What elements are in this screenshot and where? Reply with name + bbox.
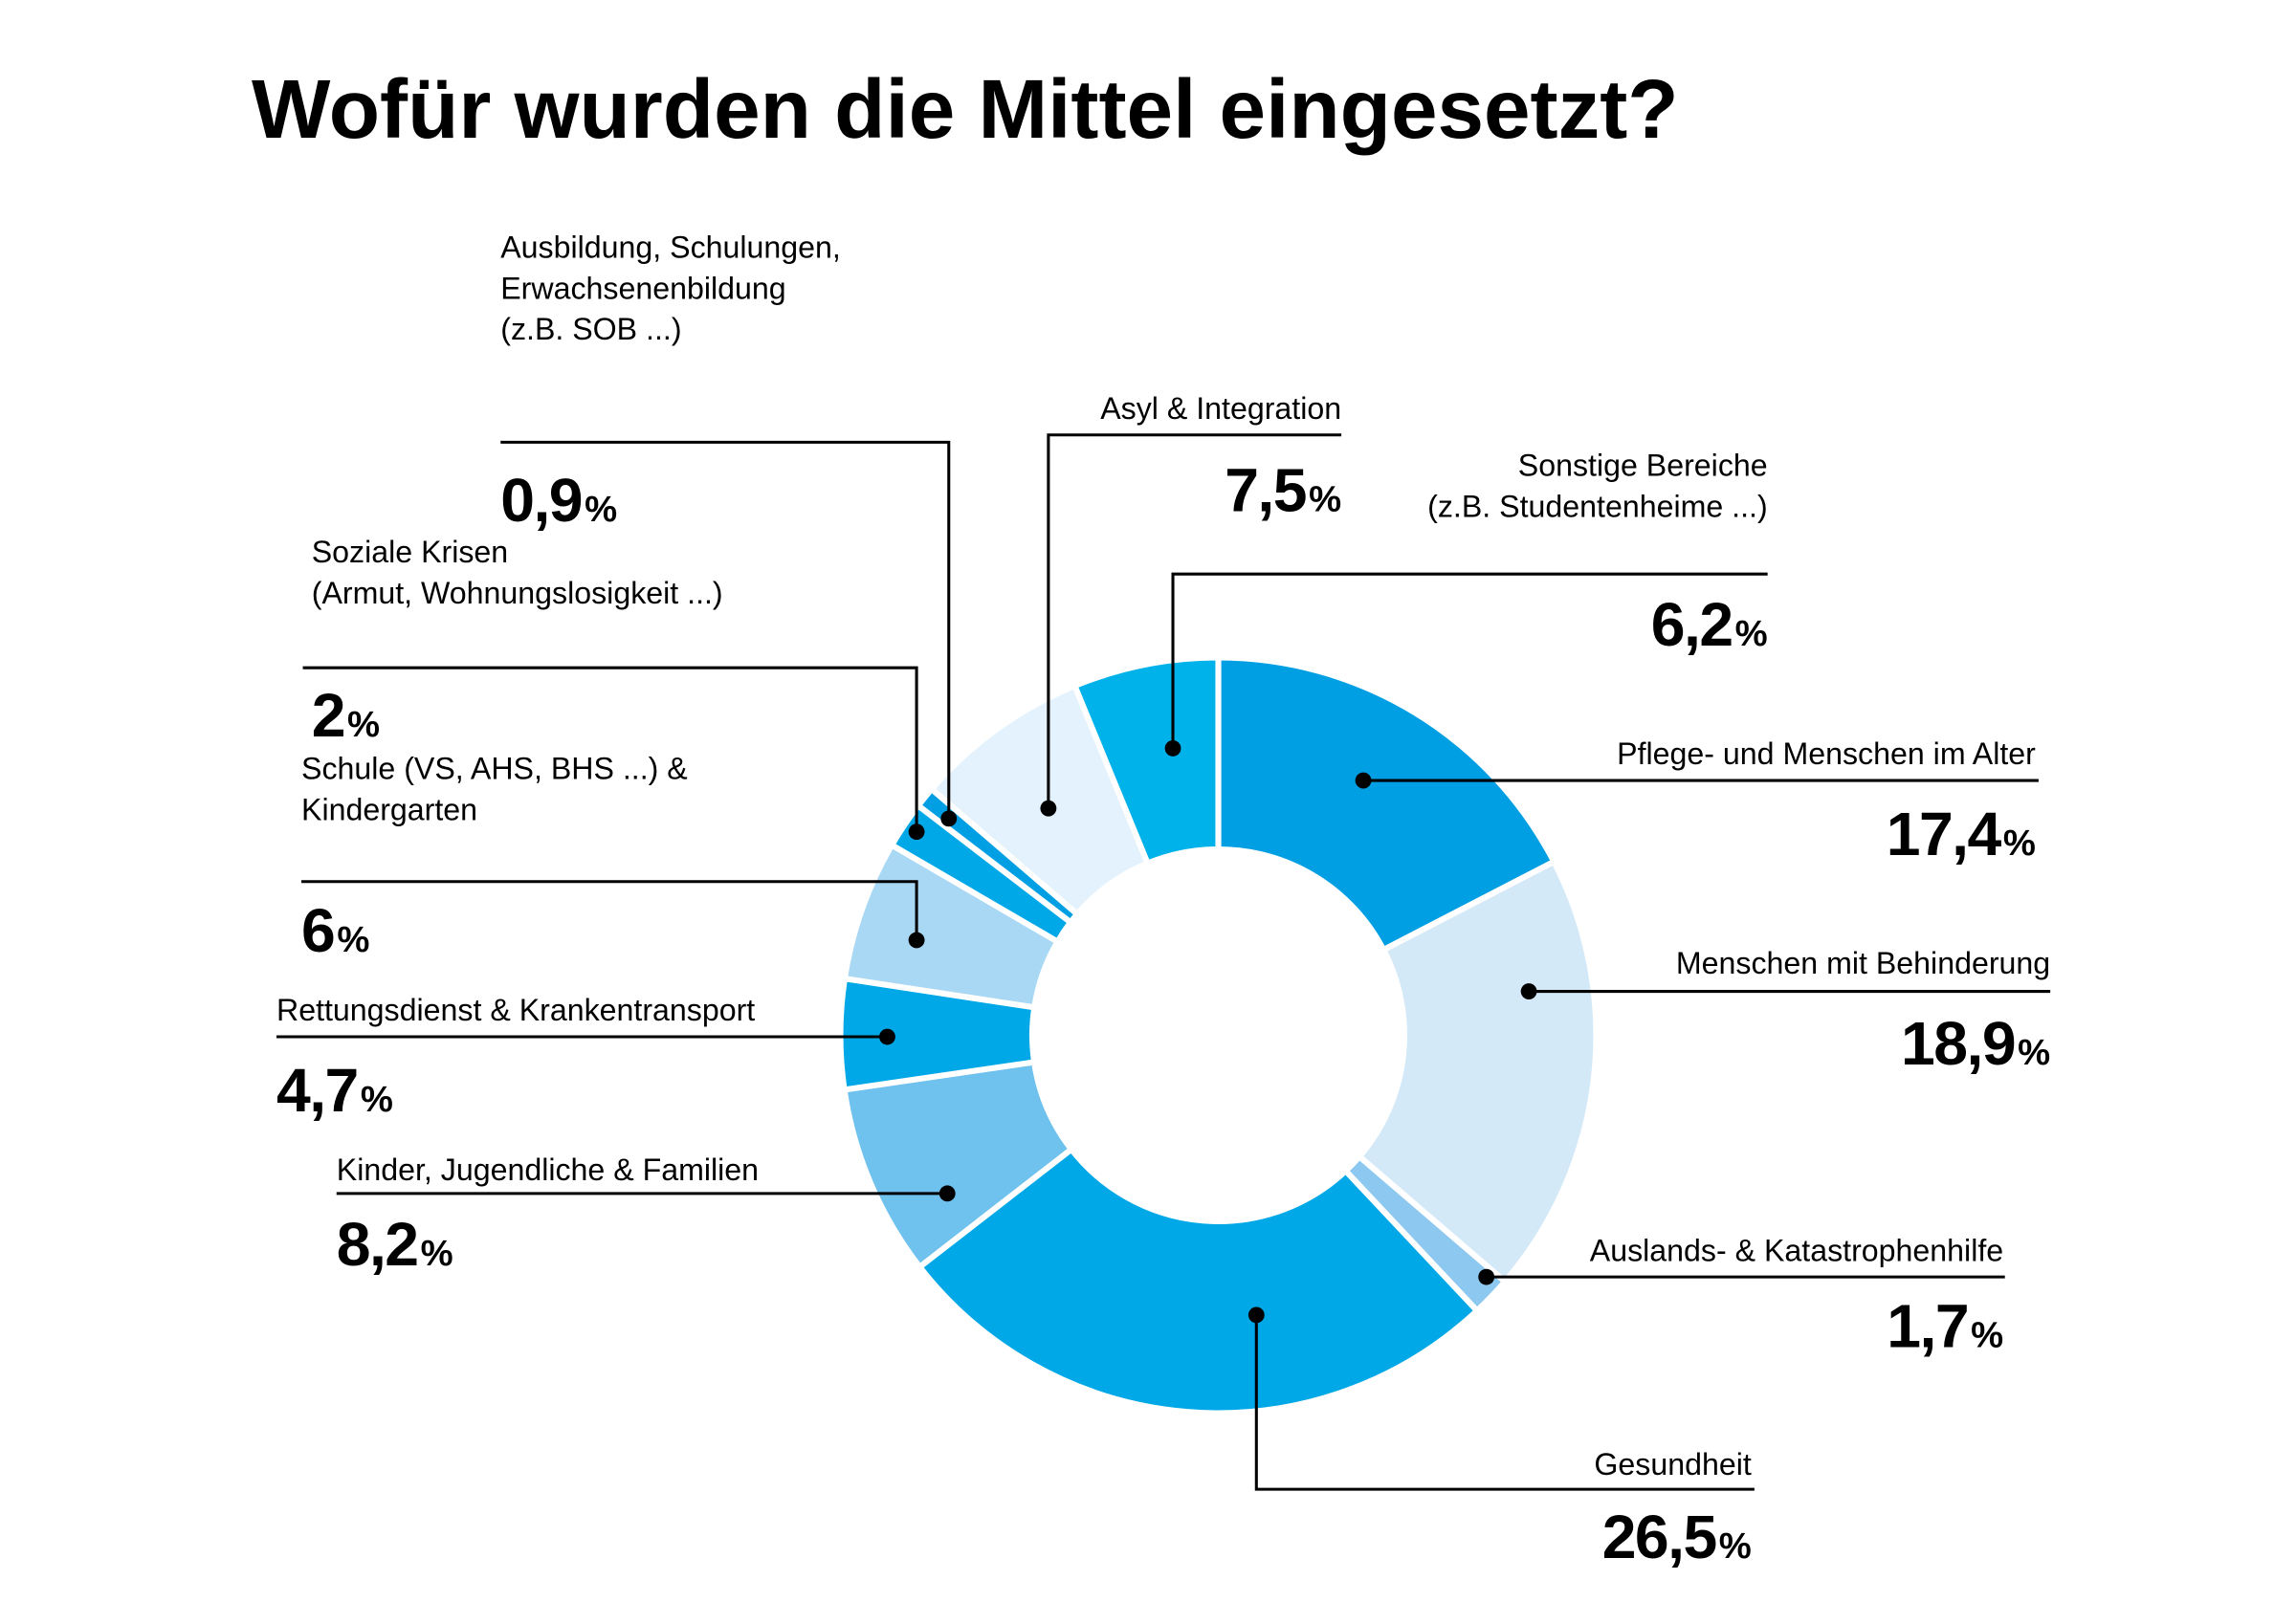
slice-label-10-line-0: Sonstige Bereiche (1518, 449, 1768, 483)
leader-dot-7 (908, 823, 925, 841)
slice-value-1: 18,9% (1901, 1009, 2050, 1078)
slice-label-9: Asyl & Integration (1100, 391, 1341, 426)
leader-dot-3 (1247, 1306, 1265, 1324)
slice-label-10-line-1: (z.B. Studentenheime ...) (1427, 489, 1768, 523)
slice-label-3: Gesundheit (1594, 1447, 1751, 1481)
slice-label-7-line-1: (Armut, Wohnungslosigkeit ...) (312, 576, 723, 610)
leader-dot-0 (1355, 772, 1372, 789)
chart-slices (837, 654, 1600, 1416)
slice-label-7-line-0: Soziale Krisen (312, 535, 508, 569)
pie-slice-1 (1356, 858, 1600, 1285)
slice-value-6: 6% (301, 896, 369, 965)
chart-title: Wofür wurden die Mittel eingesetzt? (252, 63, 1679, 156)
slice-label-8-line-0: Ausbildung, Schulungen, (500, 230, 841, 264)
pie-slice-0 (1215, 654, 1557, 954)
leader-dot-4 (938, 1185, 956, 1202)
chart-labels: Pflege- und Menschen im Alter 17,4 % Mensch… (276, 230, 2050, 1571)
slice-label-4: Kinder, Jugendliche & Familien (337, 1152, 759, 1187)
slice-label-1: Menschen mit Behinderung (1676, 946, 2050, 980)
slice-value-8: 0,9% (500, 466, 617, 535)
leader-dot-6 (908, 932, 925, 949)
slice-value-7: 2% (312, 681, 380, 750)
slice-label-0: Pflege- und Menschen im Alter (1617, 736, 2036, 771)
slice-value-3: 26,5% (1602, 1503, 1752, 1571)
leader-dot-9 (1040, 800, 1057, 817)
leader-line-7 (302, 666, 918, 832)
slice-label-2: Auslands- & Katastrophenhilfe (1590, 1233, 2003, 1267)
pie-slice-10 (1071, 654, 1222, 867)
leader-dot-5 (879, 1028, 895, 1045)
slice-label-8-line-1: Erwachsenenbildung (500, 271, 785, 305)
leader-dot-8 (940, 810, 958, 827)
leader-dot-10 (1164, 739, 1181, 757)
slice-label-8-line-2: (z.B. SOB ...) (500, 312, 681, 346)
slice-value-2: 1,7% (1887, 1292, 2003, 1361)
slice-label-6-line-1: Kindergarten (301, 792, 477, 826)
pie-slice-3 (916, 1146, 1480, 1416)
leader-line-6 (301, 880, 918, 940)
chart-leader-lines (276, 433, 2051, 1491)
slice-value-9: 7,5% (1225, 455, 1341, 524)
leader-line-3 (1254, 1314, 1755, 1491)
slice-value-0: 17,4% (1887, 800, 2036, 868)
slice-value-4: 8,2% (337, 1210, 453, 1279)
slice-value-5: 4,7% (276, 1056, 393, 1125)
leader-dot-2 (1478, 1268, 1495, 1285)
slice-value-10: 6,2% (1651, 590, 1768, 659)
slice-label-6-line-0: Schule (VS, AHS, BHS ...) & (301, 752, 688, 786)
leader-line-10 (1171, 572, 1768, 749)
leader-line-9 (1047, 433, 1342, 809)
slice-label-5: Rettungsdienst & Krankentransport (276, 993, 755, 1027)
leader-dot-1 (1520, 983, 1537, 999)
leader-line-8 (500, 440, 951, 819)
